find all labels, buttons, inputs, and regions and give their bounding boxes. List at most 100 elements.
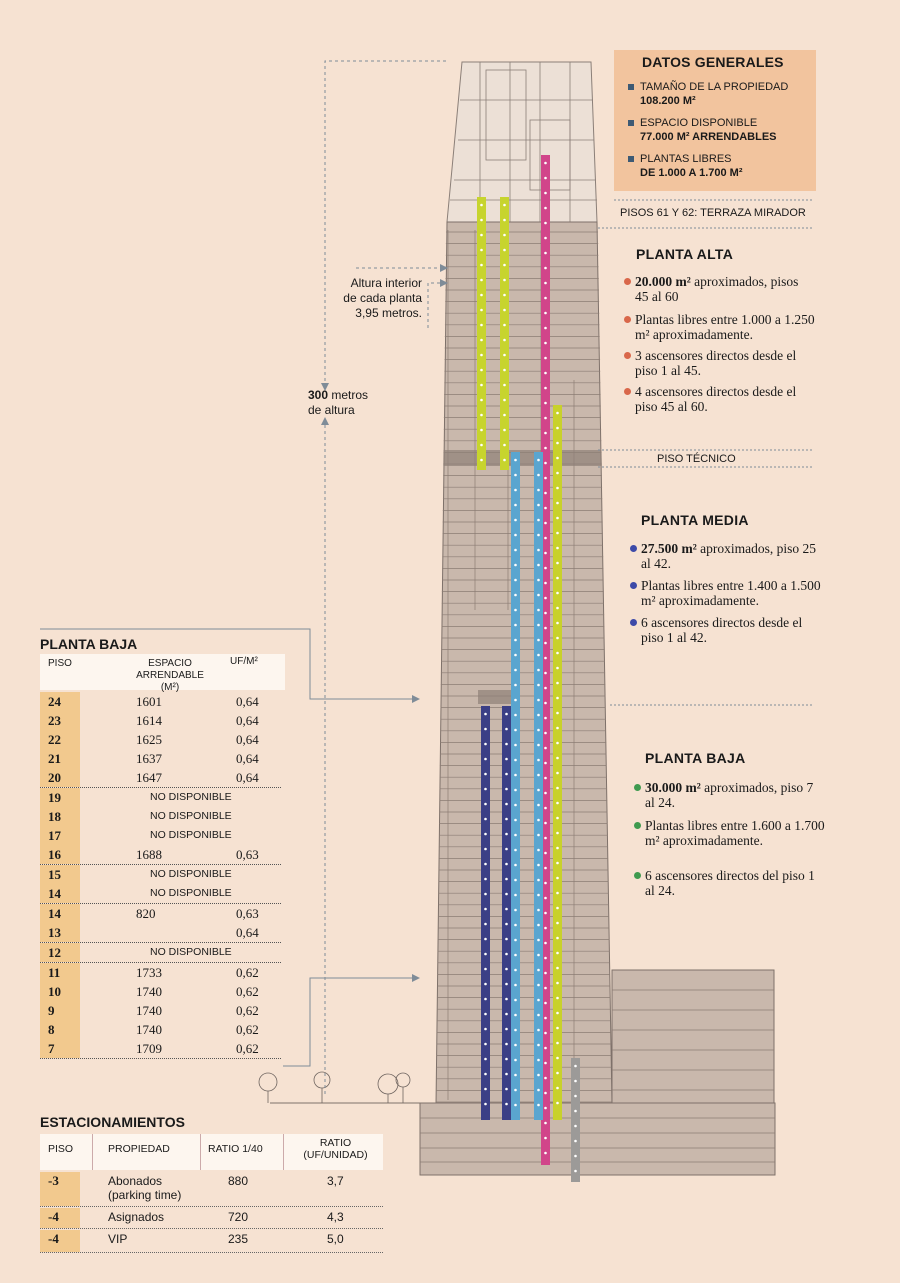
cell-espacio: 1647 xyxy=(136,770,162,785)
cell-piso: 20 xyxy=(40,768,80,787)
elevator-dot xyxy=(514,713,517,717)
elevator-dot xyxy=(537,758,540,762)
elevator-dot xyxy=(556,981,559,985)
table-row: 21 1637 0,64 xyxy=(40,749,281,768)
elevator-dot xyxy=(503,368,506,372)
elevator-dot xyxy=(480,443,483,447)
elevator-dot xyxy=(514,833,517,837)
cell-uf: 0,64 xyxy=(236,694,259,709)
elevator-dot xyxy=(484,982,487,986)
elevator-dot xyxy=(480,398,483,402)
height-dim-line-top xyxy=(324,60,446,383)
datos-generales-panel: DATOS GENERALES TAMAÑO DE LA PROPIEDAD 1… xyxy=(614,50,816,191)
cell-propiedad-line1: Abonados xyxy=(108,1174,163,1188)
elevator-dot xyxy=(514,773,517,777)
cell-piso: 14 xyxy=(40,904,80,923)
elevator-dot xyxy=(537,773,540,777)
elevator-dot xyxy=(503,398,506,402)
elevator-dot xyxy=(503,203,506,207)
cell-propiedad: Asignados xyxy=(108,1210,164,1224)
elevator-dot xyxy=(544,701,547,705)
elevator-dot xyxy=(480,383,483,387)
cell-piso: 16 xyxy=(40,845,80,864)
planta-alta-bullet: 3 ascensores directos desde el piso 1 al… xyxy=(624,348,815,378)
bullet-text: 4 ascensores directos desde el piso 45 a… xyxy=(635,384,797,414)
elevator-dot xyxy=(505,997,508,1001)
bullet-text: 6 ascensores directos desde el piso 1 al… xyxy=(641,615,803,645)
cell-piso: -4 xyxy=(40,1230,80,1252)
elevator-dot xyxy=(514,1103,517,1107)
elevator-dot xyxy=(484,1102,487,1106)
elevator-dot xyxy=(505,1057,508,1061)
cell-ratio: 235 xyxy=(228,1232,249,1246)
elevator-dot xyxy=(544,446,547,450)
bullet-text: Plantas libres entre 1.000 a 1.250 m² ap… xyxy=(635,312,815,342)
estacionamientos-header: PISO PROPIEDAD RATIO 1/40 RATIO (UF/UNID… xyxy=(40,1134,383,1170)
elevator-dot xyxy=(503,413,506,417)
elevator-shaft xyxy=(481,706,490,1120)
elevator-dot xyxy=(544,341,547,345)
elevator-dot xyxy=(480,323,483,327)
elevator-dot xyxy=(505,802,508,806)
elevator-dot xyxy=(505,1042,508,1046)
elevator-dot xyxy=(556,486,559,490)
elevator-dot xyxy=(544,161,547,165)
table-row: 14 820 0,63 xyxy=(40,903,281,923)
table-row: -4 VIP 235 5,0 xyxy=(40,1230,383,1253)
cell-piso: 10 xyxy=(40,982,80,1001)
elevator-shaft xyxy=(534,452,543,1120)
elevator-dot xyxy=(544,821,547,825)
bullet-dot-icon xyxy=(624,316,631,323)
elevator-dot xyxy=(556,411,559,415)
elevator-dot xyxy=(514,728,517,732)
elevator-dot xyxy=(544,941,547,945)
col-ratio-uf-line2: (UF/UNIDAD) xyxy=(303,1149,368,1161)
elevator-dot xyxy=(484,907,487,911)
col-piso: PISO xyxy=(48,658,72,669)
elevator-dot xyxy=(505,847,508,851)
elevator-dot xyxy=(574,1124,577,1128)
elevator-dot xyxy=(484,1057,487,1061)
cell-propiedad-line1: Asignados xyxy=(108,1210,165,1224)
dg-item-plantas: PLANTAS LIBRES DE 1.000 A 1.700 M² xyxy=(628,152,743,180)
elevator-dot xyxy=(544,266,547,270)
elevator-dot xyxy=(556,831,559,835)
elevator-dot xyxy=(503,443,506,447)
elevator-dot xyxy=(556,951,559,955)
cell-ratio: 880 xyxy=(228,1174,249,1188)
planta-media-bullet: 6 ascensores directos desde el piso 1 al… xyxy=(630,615,821,645)
elevator-dot xyxy=(480,293,483,297)
planta-baja-title: PLANTA BAJA xyxy=(645,750,746,766)
elevator-dot xyxy=(556,801,559,805)
note-line: 3,95 metros. xyxy=(355,306,422,320)
elevator-dot xyxy=(544,596,547,600)
elevator-shaft xyxy=(541,155,550,1165)
planta-baja-bullet: 30.000 m² aproximados, piso 7 al 24. xyxy=(634,780,825,810)
elevator-dot xyxy=(544,806,547,810)
cell-piso: 14 xyxy=(40,884,80,903)
elevator-dot xyxy=(514,923,517,927)
col-ratio-uf-line1: RATIO xyxy=(319,1137,352,1149)
table-row: 10 1740 0,62 xyxy=(40,982,281,1001)
table-row: -3 Abonados (parking time) 880 3,7 xyxy=(40,1172,383,1207)
elevator-dot xyxy=(544,776,547,780)
elevator-dot xyxy=(544,371,547,375)
elevator-dot xyxy=(514,1043,517,1047)
elevator-dot xyxy=(544,251,547,255)
elevator-shaft xyxy=(502,706,511,1120)
elevator-dot xyxy=(514,803,517,807)
elevator-dot xyxy=(544,191,547,195)
cell-piso: 23 xyxy=(40,711,80,730)
elevator-dot xyxy=(505,727,508,731)
elevator-dot xyxy=(505,892,508,896)
elevator-dot xyxy=(505,922,508,926)
elevator-dot xyxy=(574,1079,577,1083)
elevator-dot xyxy=(544,491,547,495)
elevator-dot xyxy=(505,817,508,821)
floor-height-line xyxy=(427,282,446,328)
elevator-dot xyxy=(537,473,540,477)
terraza-label: PISOS 61 Y 62: TERRAZA MIRADOR xyxy=(620,207,806,219)
elevator-dot xyxy=(514,668,517,672)
elevator-dot xyxy=(537,908,540,912)
cell-piso: 15 xyxy=(40,865,80,884)
